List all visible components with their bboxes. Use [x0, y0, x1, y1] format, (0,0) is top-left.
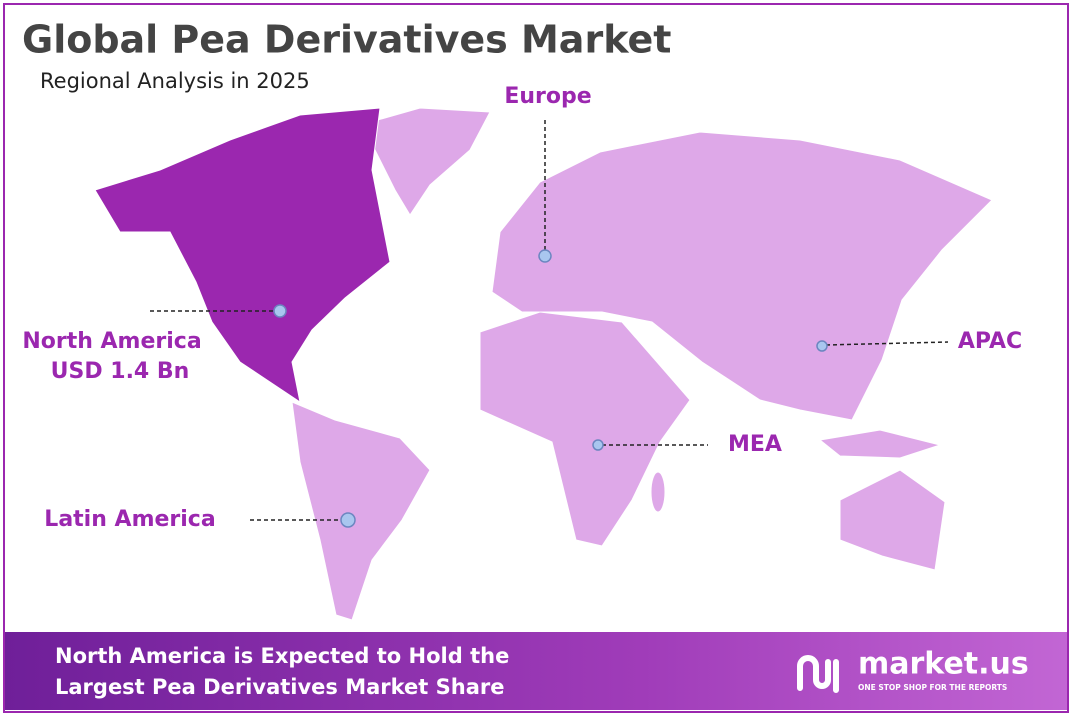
region-label: Europe [504, 84, 591, 109]
title: Global Pea Derivatives Market [22, 18, 671, 62]
region-label: Latin America [44, 507, 215, 532]
footer-text: North America is Expected to Hold the [55, 644, 509, 668]
marker [538, 249, 552, 263]
marker [592, 439, 604, 451]
footer-band [5, 632, 1067, 710]
north-america [94, 107, 391, 404]
logo-tagline: ONE STOP SHOP FOR THE REPORTS [858, 683, 1007, 692]
region-value: USD 1.4 Bn [51, 359, 190, 384]
logo-name: market.us [858, 647, 1029, 682]
madagascar [650, 471, 666, 513]
greenland [359, 107, 491, 216]
region-label: MEA [728, 432, 782, 457]
callouts: Europe North America USD 1.4 Bn APAC MEA… [22, 84, 1022, 532]
marker [273, 304, 287, 318]
region-label: APAC [958, 329, 1022, 354]
marker [340, 512, 356, 528]
footer-text: Largest Pea Derivatives Market Share [55, 675, 504, 699]
region-label: North America [22, 329, 201, 354]
leader-line [825, 341, 949, 346]
africa [479, 311, 691, 547]
logo: market.us ONE STOP SHOP FOR THE REPORTS [797, 647, 1029, 693]
australia [839, 469, 946, 571]
indonesia [818, 429, 942, 459]
subtitle: Regional Analysis in 2025 [40, 69, 310, 93]
marker [816, 340, 828, 352]
latin-america [291, 401, 431, 621]
eurasia [491, 131, 993, 421]
world-map [94, 107, 993, 621]
logo-mark [797, 655, 839, 693]
